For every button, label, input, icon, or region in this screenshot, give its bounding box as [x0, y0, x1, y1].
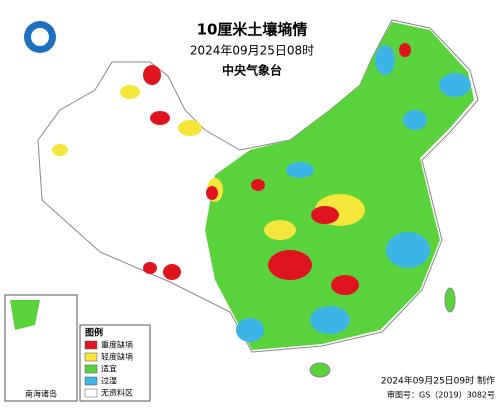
island [444, 287, 456, 313]
legend-label: 轻度缺墒 [101, 352, 133, 362]
legend-frame [79, 324, 151, 402]
legend-swatch [84, 388, 98, 398]
legend-swatch [84, 340, 98, 350]
legend-swatch [84, 376, 98, 386]
title: 10厘米土壤墒情 [197, 21, 308, 39]
region-severe-drought [143, 43, 411, 295]
legend-swatch [84, 352, 98, 362]
legend-label: 过湿 [101, 376, 117, 386]
legend-swatch [84, 364, 98, 374]
legend-label: 适宜 [101, 364, 117, 374]
region-wet [236, 45, 471, 342]
footer-review: 审图号：GS（2019）3082号 [387, 390, 495, 400]
region-light-drought [52, 85, 365, 240]
legend-label: 无资料区 [101, 388, 133, 398]
issuer: 中央气象台 [222, 63, 282, 78]
island [309, 362, 331, 378]
footer-made: 2024年09月25日09时 制作 [381, 375, 495, 387]
datetime: 2024年09月25日08时 [190, 44, 314, 58]
legend-title: 图例 [85, 327, 103, 339]
inset-label: 南海诸岛 [25, 389, 57, 399]
inset-land [10, 300, 40, 330]
logo [31, 28, 49, 46]
legend-label: 重度缺墒 [101, 340, 133, 350]
